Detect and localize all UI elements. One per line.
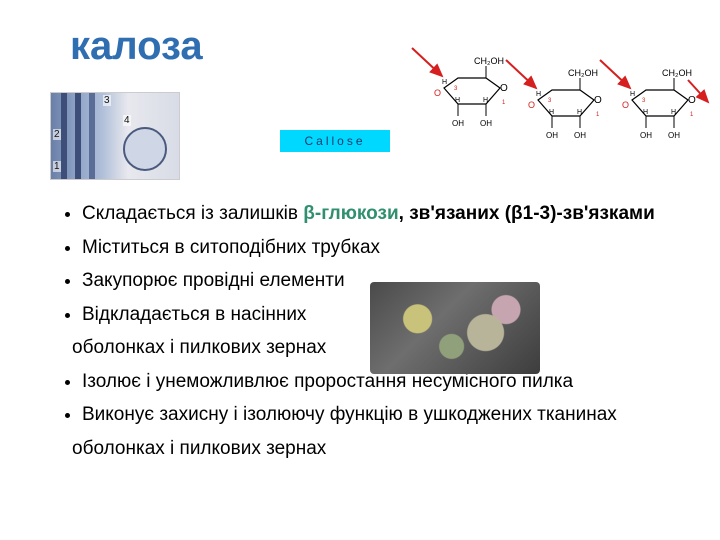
carbon-3-label: 3	[454, 86, 458, 92]
carbon-3-label: 3	[642, 98, 646, 104]
h-label: H	[549, 109, 554, 116]
glucose-ring: OCH₂OHOHHOHHHO31	[528, 68, 602, 140]
glucose-ring: OCH₂OHOHHOHHHO31	[622, 68, 696, 140]
h-label: H	[577, 109, 582, 116]
figure-label-2: 2	[53, 129, 61, 140]
substituent-label: OH	[668, 131, 680, 140]
bullet-item: Виконує захисну і ізолюючу функцію в ушк…	[82, 401, 690, 429]
carbon-3-label: 3	[548, 98, 552, 104]
ch2oh-label: CH₂OH	[568, 68, 598, 78]
ch2oh-label: CH₂OH	[474, 56, 504, 66]
substituent-label: OH	[574, 131, 586, 140]
substituent-label: OH	[546, 131, 558, 140]
ring-oxygen: O	[594, 95, 602, 106]
bullet-continuation: оболонках і пилкових зернах	[72, 435, 690, 463]
chemical-structure: OCH₂OHOHHOHHHO31OCH₂OHOHHOHHHO31OCH₂OHOH…	[410, 30, 710, 170]
h-label: H	[536, 91, 541, 98]
h-label: H	[442, 79, 447, 86]
carbon-1-label: 1	[502, 100, 506, 106]
glycosidic-oxygen: O	[622, 100, 629, 110]
carbon-1-label: 1	[596, 112, 600, 118]
ring-oxygen: O	[688, 95, 696, 106]
figure-label-4: 4	[123, 115, 131, 126]
bond-arrow-1	[412, 48, 442, 76]
highlight-term: β-глюкози	[303, 203, 398, 224]
ring-oxygen: O	[500, 83, 508, 94]
h-label: H	[671, 109, 676, 116]
pollen-figure	[370, 282, 540, 374]
substituent-label: OH	[640, 131, 652, 140]
glucose-ring: OCH₂OHOHHOHHHO31	[434, 56, 508, 128]
substituent-label: OH	[452, 119, 464, 128]
page-title: калоза	[70, 24, 203, 69]
ch2oh-label: CH₂OH	[662, 68, 692, 78]
figure-label-1: 1	[53, 161, 61, 172]
bullet-item: Міститься в ситоподібних трубках	[82, 234, 690, 262]
microscopy-figure: 1 2 3 4	[50, 92, 180, 180]
h-label: H	[483, 97, 488, 104]
bond-arrow-3	[600, 60, 630, 88]
figure-label-3: 3	[103, 95, 111, 106]
h-label: H	[455, 97, 460, 104]
bond-arrow-2	[506, 60, 536, 88]
glycosidic-oxygen: O	[528, 100, 535, 110]
bullet-item: Складається із залишків β-глюкози, зв'яз…	[82, 200, 690, 228]
h-label: H	[630, 91, 635, 98]
carbon-1-label: 1	[690, 112, 694, 118]
h-label: H	[643, 109, 648, 116]
glycosidic-oxygen: O	[434, 88, 441, 98]
substituent-label: OH	[480, 119, 492, 128]
callose-badge: Callose	[280, 130, 390, 152]
